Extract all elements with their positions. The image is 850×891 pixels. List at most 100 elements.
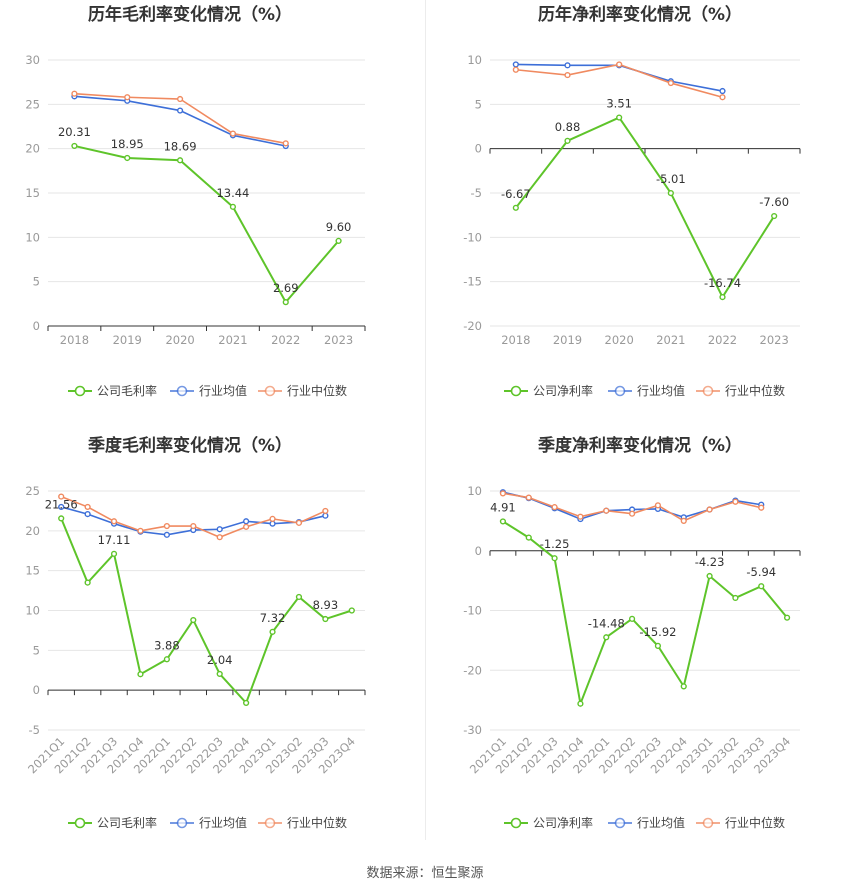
data-point-company	[783, 614, 791, 621]
data-point-company	[243, 699, 250, 707]
y-tick-label: 5	[33, 275, 40, 289]
series-line-company	[502, 520, 788, 708]
legend-item[interactable]: 行业中位数	[696, 815, 785, 830]
legend-item[interactable]: 行业均值	[170, 383, 247, 398]
data-point-company	[732, 594, 739, 602]
data-point-company	[654, 642, 662, 649]
data-label: -14.48	[588, 616, 625, 630]
y-tick-label: -20	[463, 663, 482, 677]
legend-item[interactable]: 公司毛利率	[68, 815, 157, 830]
data-point-avg	[216, 526, 223, 533]
legend-swatch-marker	[510, 385, 522, 397]
y-tick-label: 10	[467, 484, 482, 498]
legend-swatch-marker	[176, 817, 188, 829]
data-point-company	[719, 293, 726, 301]
data-point-company	[229, 203, 237, 210]
legend-item[interactable]: 行业中位数	[258, 815, 347, 830]
data-point-company	[577, 700, 584, 707]
annual-net-margin-chart: 历年净利率变化情况（%） -20 -15 -10 -5 0 5 10 2018 2019 2020 2…	[425, 0, 850, 425]
data-point-median	[732, 498, 739, 505]
data-point-company	[525, 534, 532, 541]
legend-item[interactable]: 行业均值	[608, 383, 685, 398]
data-point-median	[190, 522, 197, 530]
x-tick-label: 2019	[113, 333, 142, 347]
x-tick-label: 2019	[553, 333, 582, 347]
legend-label: 公司毛利率	[97, 383, 157, 398]
data-label: 8.93	[313, 598, 339, 612]
data-point-company	[667, 189, 674, 197]
data-point-company	[71, 142, 78, 150]
data-point-median	[525, 494, 532, 501]
data-label: 18.95	[111, 137, 144, 151]
data-point-median	[577, 513, 584, 520]
data-point-median	[680, 517, 687, 524]
data-point-median	[758, 504, 765, 511]
data-point-median	[58, 493, 65, 500]
data-point-company	[335, 237, 342, 244]
legend-item[interactable]: 行业均值	[170, 815, 247, 830]
data-point-median	[564, 71, 571, 79]
data-point-avg	[243, 518, 250, 525]
data-label: -5.94	[746, 565, 776, 579]
data-label: -5.01	[656, 172, 686, 186]
data-point-company	[603, 634, 610, 641]
data-point-company	[758, 583, 765, 590]
data-point-company	[322, 615, 329, 623]
x-tick-label: 2021	[656, 333, 685, 347]
data-point-company	[216, 670, 223, 678]
panel-divider	[425, 0, 426, 840]
legend-label: 行业中位数	[725, 815, 785, 830]
data-label: -16.74	[704, 276, 741, 290]
data-label: 2.69	[273, 281, 299, 295]
data-label: -4.23	[695, 555, 725, 569]
data-point-company	[295, 593, 303, 601]
legend-item[interactable]: 行业中位数	[258, 383, 347, 398]
data-label: 2.04	[207, 653, 233, 667]
data-point-median	[551, 504, 558, 511]
legend-item[interactable]: 行业均值	[608, 815, 685, 830]
data-point-avg	[512, 61, 519, 68]
data-point-company	[124, 154, 131, 162]
chart-canvas: 季度净利率变化情况（%）-30-20-100102021Q12021Q22021…	[463, 435, 801, 830]
data-point-company	[190, 616, 197, 624]
y-tick-label: -15	[463, 275, 482, 289]
data-point-company	[137, 671, 144, 678]
data-point-median	[667, 79, 674, 87]
legend-label: 行业均值	[637, 815, 685, 830]
data-label: 7.32	[260, 611, 286, 625]
legend-item[interactable]: 公司净利率	[504, 815, 593, 830]
y-tick-label: -5	[471, 186, 482, 200]
legend-swatch-marker	[176, 385, 188, 397]
data-point-company	[176, 157, 184, 164]
data-point-median	[84, 503, 91, 511]
x-tick-label: 2018	[501, 333, 530, 347]
legend-item[interactable]: 公司净利率	[504, 383, 593, 398]
chart-title: 历年毛利率变化情况（%）	[88, 4, 292, 25]
data-point-median	[282, 140, 289, 147]
series-line-company	[74, 144, 340, 304]
legend-label: 行业均值	[199, 383, 247, 398]
x-tick-label: 2020	[165, 333, 194, 347]
data-label: -15.92	[639, 625, 676, 639]
y-tick-label: 10	[25, 604, 40, 618]
data-point-median	[229, 130, 237, 137]
data-point-median	[616, 61, 623, 68]
legend-swatch-marker	[702, 385, 714, 397]
chart-canvas: 历年毛利率变化情况（%） 0 5 10 15 20 25 30 2018 2019 2020 2021…	[25, 4, 366, 398]
y-tick-label: -20	[463, 319, 482, 333]
chart-title: 季度净利率变化情况（%）	[538, 435, 742, 456]
data-point-company	[628, 615, 636, 622]
data-label: 3.51	[606, 97, 632, 111]
y-tick-label: 0	[475, 142, 482, 156]
legend-label: 行业中位数	[287, 383, 347, 398]
legend-item[interactable]: 公司毛利率	[68, 383, 157, 398]
data-point-company	[616, 114, 623, 121]
x-tick-label: 2023	[760, 333, 789, 347]
data-label: 21.56	[45, 497, 78, 511]
data-label: 0.88	[555, 120, 581, 134]
data-label: -6.67	[501, 187, 531, 201]
legend-item[interactable]: 行业中位数	[696, 383, 785, 398]
legend-label: 公司净利率	[533, 383, 593, 398]
data-label: 4.91	[490, 500, 516, 514]
chart-canvas: 季度毛利率变化情况（%）-505101520252021Q12021Q22021…	[25, 435, 366, 830]
